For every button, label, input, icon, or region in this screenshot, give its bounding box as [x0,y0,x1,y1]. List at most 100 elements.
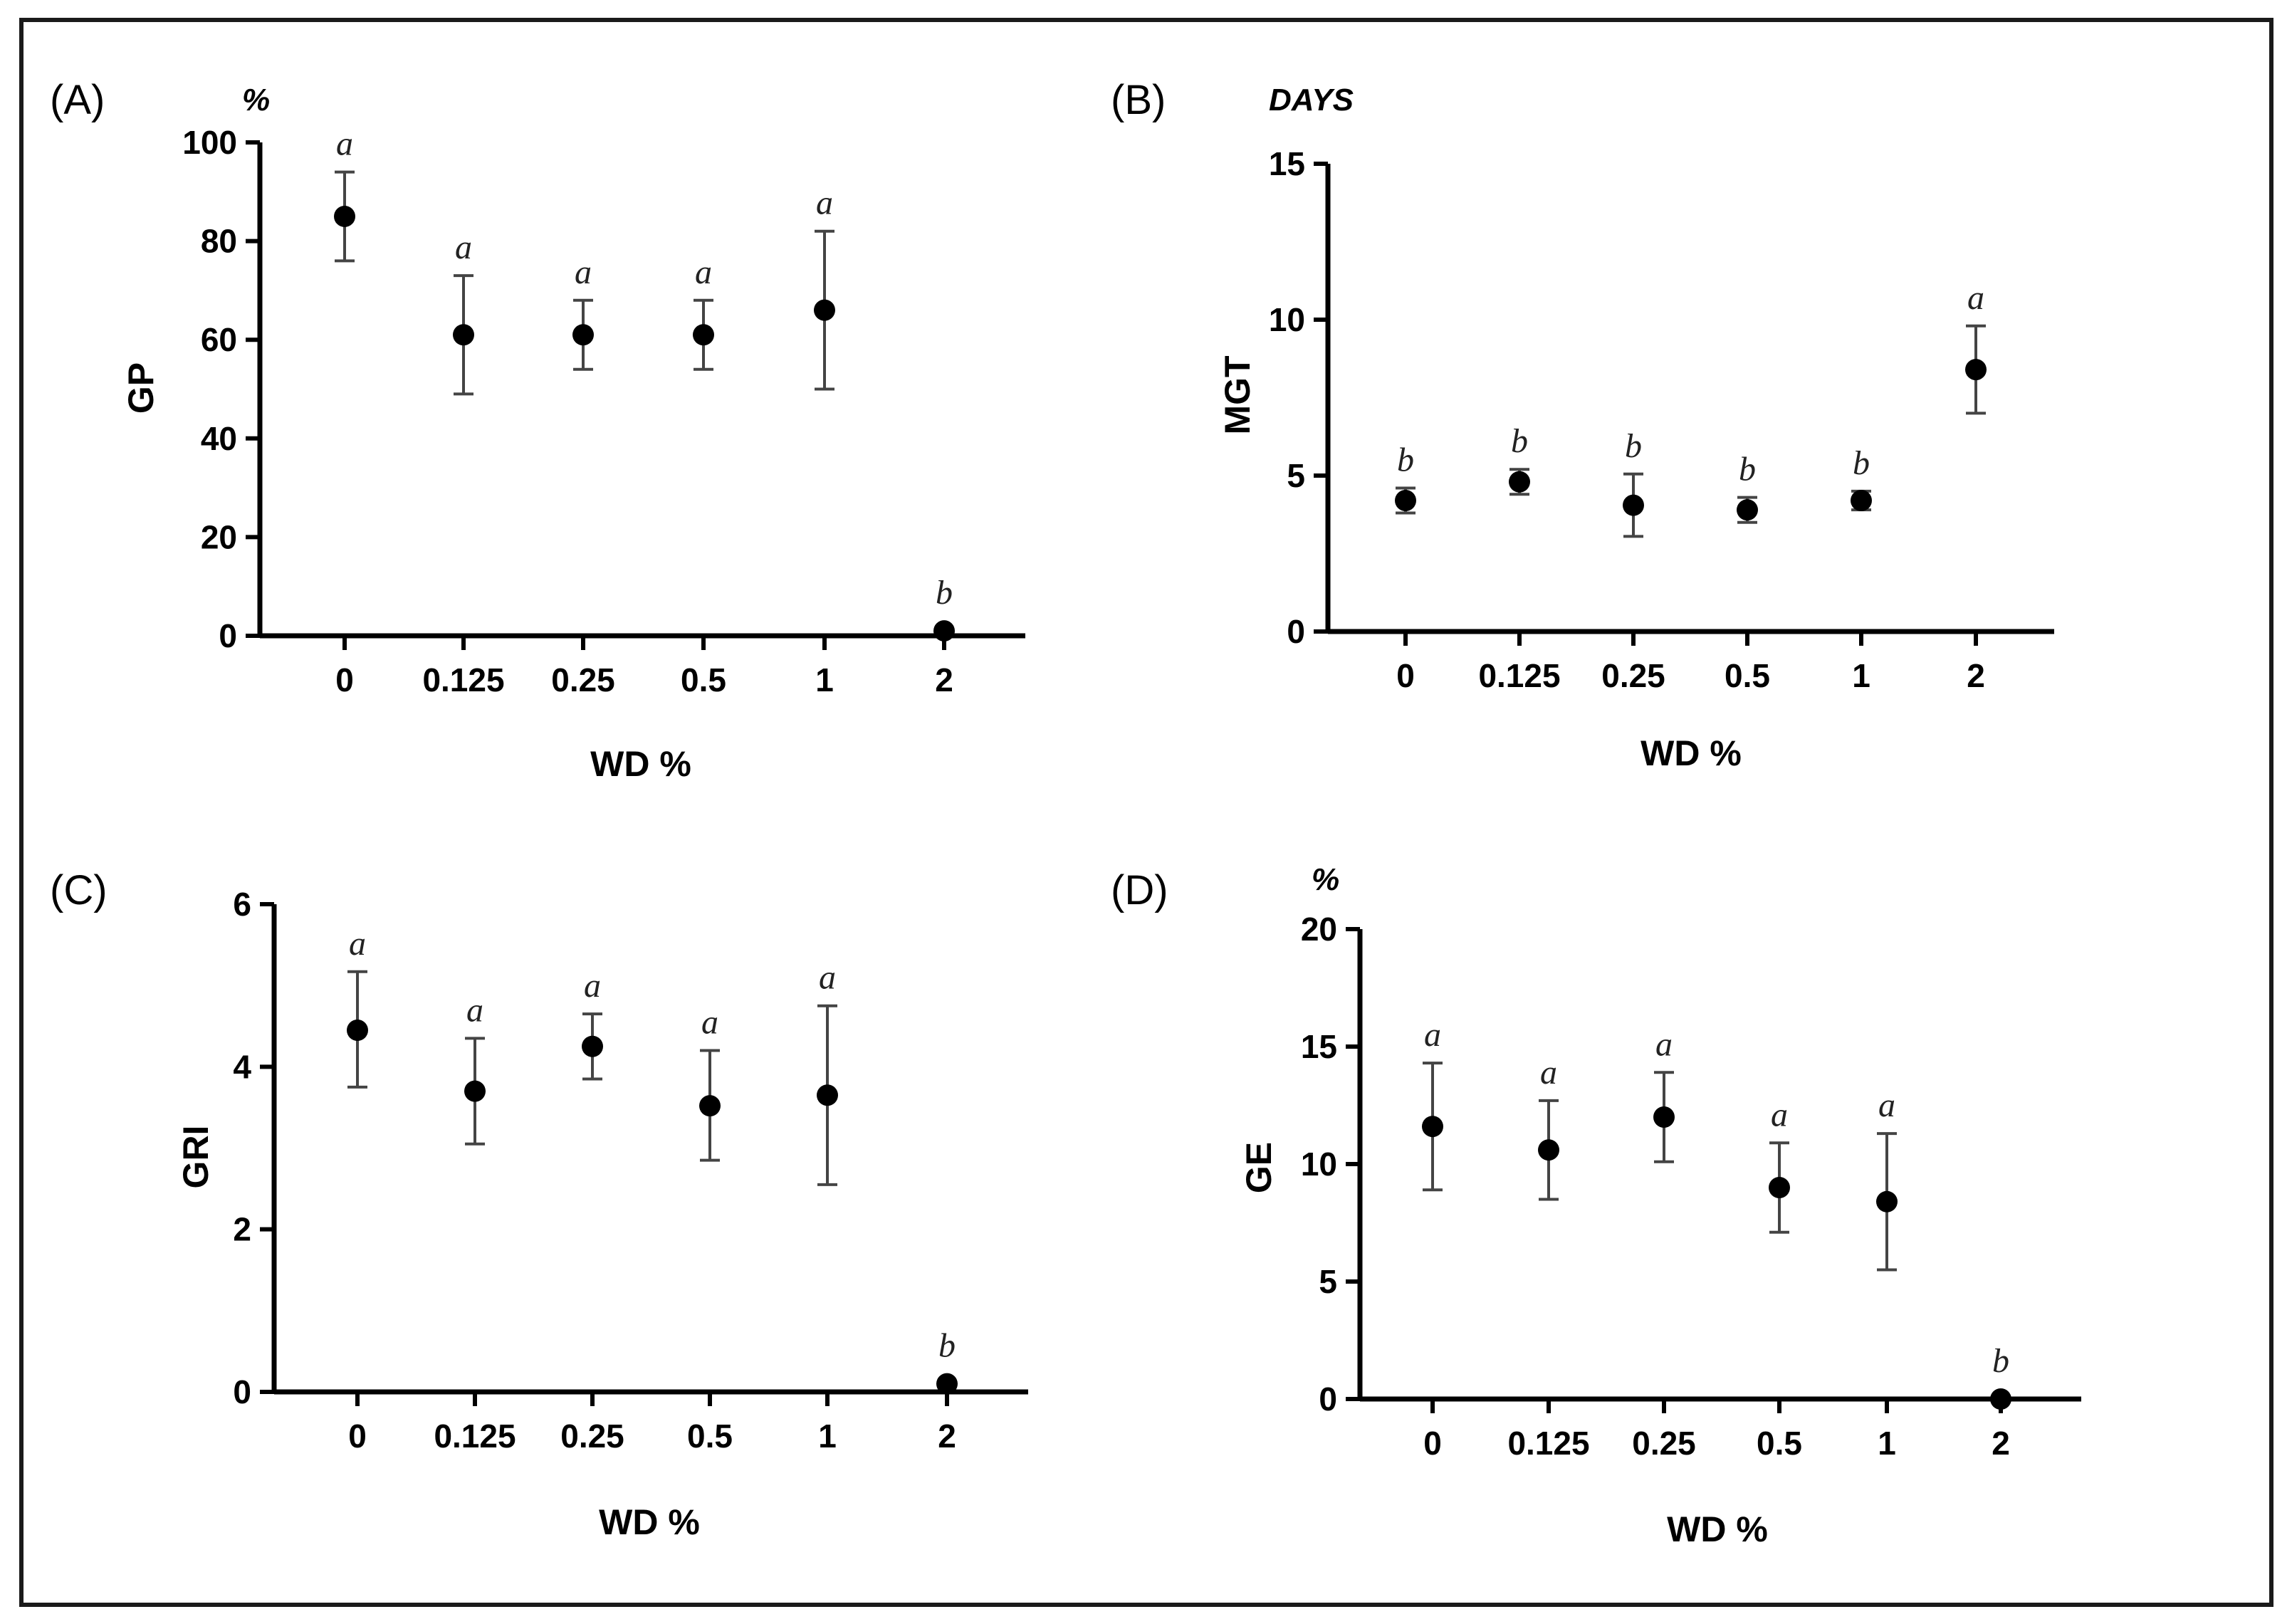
x-tick-label: 2 [935,661,953,698]
data-point [334,205,355,227]
significance-letter: a [695,253,712,291]
significance-letter: a [349,925,366,963]
panel-d: (D) % 0 5 10 15 20 0 0.125 0.25 0.5 1 2 WD % GE a a a a a b [1111,862,2081,1549]
unit-label: % [1312,862,1339,897]
data-point [814,299,835,321]
significance-letter: a [455,229,472,266]
x-tick-label: 0.25 [1632,1425,1696,1462]
significance-letter: a [466,991,483,1029]
y-tick-label: 5 [1319,1263,1337,1300]
significance-letter: a [816,184,833,222]
x-tick-label: 0 [1396,657,1415,694]
data-point [1965,359,1987,381]
x-tick-label: 1 [1878,1425,1896,1462]
data-point [1876,1190,1898,1212]
y-tick-label: 0 [1319,1381,1337,1418]
y-tick-label: 4 [233,1048,251,1085]
data-point [1851,490,1872,512]
data-point [699,1095,721,1117]
x-tick-label: 2 [1967,657,1985,694]
x-tick-label: 0.25 [1601,657,1665,694]
panel-c: (C) 0 2 4 6 0 0.125 0.25 0.5 1 2 WD % GRI a a a a a b [50,867,1028,1542]
x-tick-label: 1 [1852,657,1870,694]
significance-letter: a [1540,1054,1557,1091]
data-point [1769,1177,1790,1198]
x-axis-title: WD % [1640,733,1742,773]
y-tick-label: 5 [1287,457,1305,494]
x-axis-title: WD % [590,744,691,784]
data-point [933,620,955,642]
data-point [817,1084,838,1106]
data-point [347,1019,368,1041]
y-tick-label: 6 [233,886,251,923]
y-tick-label: 15 [1269,145,1305,182]
y-tick-label: 20 [201,518,237,555]
x-tick-label: 0 [348,1418,367,1455]
data-point [453,324,474,346]
y-tick-label: 100 [182,124,237,161]
data-point [936,1373,958,1395]
x-tick-label: 0.5 [681,661,726,698]
x-tick-label: 2 [1992,1425,2010,1462]
x-tick-label: 0.125 [1507,1425,1589,1462]
data-point [1395,490,1416,512]
x-tick-label: 1 [818,1418,837,1455]
x-tick-label: 1 [815,661,834,698]
y-axis-title: GRI [176,1126,216,1189]
y-tick-label: 0 [1287,613,1305,650]
significance-letter: b [1739,451,1756,488]
data-point [1623,494,1644,516]
significance-letter: a [336,125,353,163]
data-point [582,1035,603,1057]
significance-letter: a [1655,1025,1673,1063]
y-tick-label: 60 [201,321,237,358]
panel-label: (C) [50,867,108,913]
y-axis-title: MGT [1218,355,1257,434]
significance-letter: b [936,574,953,612]
significance-letter: b [1511,422,1528,460]
y-tick-label: 40 [201,420,237,457]
panel-b: (B) DAYS 0 5 10 15 0 0.125 0.25 0.5 1 2 WD % MGT b b b b b… [1111,77,2054,773]
significance-letter: b [1625,427,1642,465]
significance-letter: b [1992,1342,2009,1380]
significance-letter: a [575,253,592,291]
panel-label: (A) [50,77,105,123]
y-tick-label: 10 [1301,1146,1337,1183]
y-tick-label: 20 [1301,911,1337,948]
data-point [693,324,714,346]
significance-letter: a [819,959,836,997]
x-tick-label: 0.125 [422,661,504,698]
x-tick-label: 0.5 [1757,1425,1802,1462]
data-point [464,1080,486,1102]
data-point [1538,1139,1559,1161]
unit-label: % [242,83,270,117]
significance-letter: a [701,1004,718,1042]
panel-a: (A) % 0 20 40 60 80 100 0 0.125 0.25 0.5 1 2 WD % GP a a a… [50,77,1025,784]
x-axis-title: WD % [1667,1509,1768,1549]
x-tick-label: 0.125 [1478,657,1560,694]
y-axis-title: GP [121,362,161,414]
x-tick-label: 0.125 [434,1418,516,1455]
data-point [1990,1388,2011,1410]
y-axis-title: GE [1239,1142,1279,1193]
y-tick-label: 0 [219,617,237,654]
data-point [1737,499,1758,521]
data-point [572,324,594,346]
x-tick-label: 0.25 [551,661,615,698]
x-tick-label: 2 [938,1418,956,1455]
data-point [1653,1106,1675,1128]
panel-label: (B) [1111,77,1166,123]
x-tick-label: 0.25 [560,1418,624,1455]
x-axis-title: WD % [599,1502,700,1542]
y-tick-label: 2 [233,1211,251,1248]
x-tick-label: 0 [1423,1425,1442,1462]
y-tick-label: 15 [1301,1028,1337,1065]
x-tick-label: 0 [335,661,354,698]
significance-letter: b [1397,441,1414,479]
unit-label: DAYS [1269,83,1354,117]
significance-letter: a [1878,1086,1895,1124]
significance-letter: b [938,1327,956,1365]
x-tick-label: 0.5 [1725,657,1770,694]
data-point [1509,471,1530,493]
